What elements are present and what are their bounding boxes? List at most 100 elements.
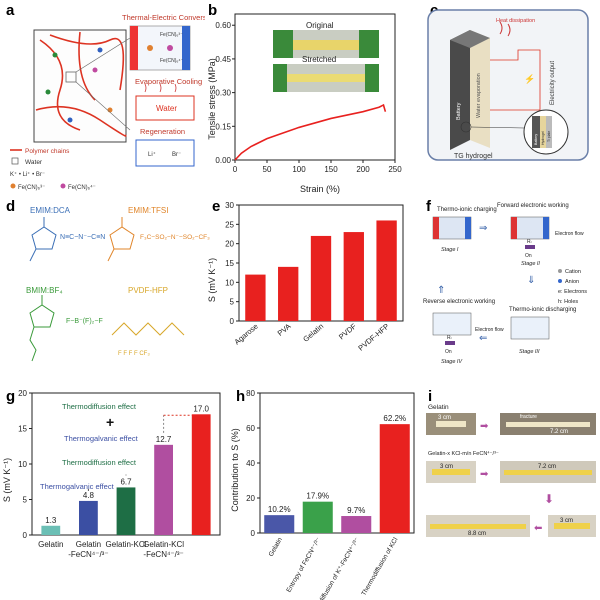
c-tg-label: TG hydrogel [454, 153, 493, 160]
panel-label-h: h [236, 388, 246, 405]
panel-label-f: f [426, 198, 431, 215]
f-arrow-right: ⇒ [479, 223, 487, 234]
g-value-label: 4.8 [83, 491, 95, 500]
fe3-label: Fe(CN)₆³⁻ [160, 32, 183, 38]
f-leg-cation: Cation [565, 269, 581, 275]
d-pvdf: PVDF-HFP [128, 286, 168, 295]
f-stage1: Stage I [441, 247, 459, 253]
c-heat-label: Heat dissipation [496, 18, 535, 24]
evaporative-title: Evaporative Cooling [135, 77, 202, 86]
panel-g-chart: 051015201.3Gelatin4.8Gelatin-FeCN⁴⁻/³⁻6.… [2, 389, 221, 559]
i-88cm: 8.8 cm [468, 531, 486, 537]
h-ytick-label: 80 [246, 389, 255, 398]
legend-water: Water [25, 159, 43, 166]
f-on-bottom: On [445, 349, 452, 355]
f-rl-top: Rₗ [527, 239, 532, 245]
i-arrow-1: ➡ [480, 421, 489, 432]
panel-c-diagram: Battery Water evaporation Heat dissipati… [427, 9, 589, 161]
legend-ions: K⁺ • Li⁺ • Br⁻ [10, 171, 45, 178]
i-gelatin-kcl-label: Gelatin-x KCl-m/n FeCN⁴⁻/³⁻ [428, 450, 499, 457]
h-bar [302, 501, 333, 533]
photo-original-label: Original [306, 21, 334, 30]
e-category-label: PVDF-HFP [356, 322, 391, 353]
e-bar [278, 266, 299, 321]
b-ytick-label: 0.00 [215, 156, 231, 165]
g-value-label: 12.7 [156, 435, 172, 444]
f-arrow-left: ⇐ [479, 333, 487, 344]
water-box-label: Water [156, 104, 177, 113]
b-ytick-label: 0.30 [215, 89, 231, 98]
i-72cm-a: 7.2 cm [550, 429, 568, 435]
e-bar [343, 232, 364, 321]
f-stage2: Stage II [521, 261, 540, 267]
b-stress-strain-line [234, 103, 387, 161]
c-zoom-hydrogel: Hydrogel [541, 131, 545, 145]
e-category-label: PVA [276, 322, 293, 338]
f-electron-flow-bottom: Electron flow [475, 327, 504, 333]
e-ytick-label: 10 [225, 278, 234, 287]
b-ytick-label: 0.15 [215, 122, 231, 131]
g-bar [79, 500, 98, 535]
g-ytick-label: 15 [18, 425, 27, 434]
panel-label-i: i [428, 388, 433, 405]
panel-a-diagram: Thermal-Electric Conversion Fe(CN)₆³⁻ Fe… [10, 13, 205, 191]
i-fracture: fracture [520, 414, 537, 420]
h-value-label: 17.9% [306, 492, 329, 501]
f-thermo-charging: Thermo-ionic charging [437, 207, 497, 213]
d-emim-dca: EMIM:DCA [30, 206, 71, 215]
regeneration-title: Regeneration [140, 127, 185, 136]
g-ytick-label: 0 [23, 531, 28, 540]
e-category-label: Agarose [232, 322, 259, 347]
i-arrow-4: ⬅ [534, 523, 542, 534]
e-ytick-label: 20 [225, 240, 234, 249]
e-ytick-label: 30 [225, 201, 234, 210]
c-zoom-battery: Battery [534, 134, 538, 145]
i-3cm-b: 3 cm [440, 464, 453, 470]
b-ylabel: Tensile stress (MPa) [207, 58, 217, 140]
f-thermo-discharging: Thermo-ionic discharging [509, 307, 576, 313]
i-arrow-3: ⬇ [544, 492, 554, 506]
h-ytick-label: 40 [246, 459, 255, 468]
i-72cm-b: 7.2 cm [538, 464, 556, 470]
g-category-label: Gelatin [76, 540, 101, 549]
b-ytick-label: 0.45 [215, 55, 231, 64]
h-category-label: Thermodiffusion of KCl [360, 536, 399, 597]
g-bar [191, 414, 211, 535]
h-ytick-label: 20 [246, 494, 255, 503]
b-ytick-label: 0.60 [215, 21, 231, 30]
h-value-label: 10.2% [268, 505, 291, 514]
f-arrow-down: ⇓ [527, 275, 535, 286]
i-gelatin-label: Gelatin [428, 404, 449, 411]
b-xtick-label: 150 [324, 165, 338, 174]
g-value-label: 6.7 [120, 477, 132, 486]
photo-stretched-label: Stretched [302, 55, 336, 64]
g-category-label: -FeCN⁴⁻/³⁻ [143, 550, 183, 559]
f-leg-holes: h: Holes [558, 299, 578, 305]
g-ytick-label: 20 [18, 389, 27, 398]
g-ann-thermodiffusion-mid: Thermodiffusion effect [62, 458, 137, 467]
legend-fe3: Fe(CN)₆³⁻ [18, 185, 45, 191]
b-plot-frame [234, 13, 396, 161]
g-ann-thermogalvanic-top: Thermogalvanic effect [64, 434, 139, 443]
panel-f-diagram: Thermo-ionic charging Stage I Forward el… [423, 203, 587, 365]
f-arrow-up: ⇑ [437, 285, 445, 296]
f-electron-flow-top: Electron flow [555, 231, 584, 237]
legend-polymer: Polymer chains [25, 148, 70, 155]
panel-b-chart: Original Stretched 0 50 100 150 200 250 0.00 0.… [207, 13, 402, 194]
h-value-label: 62.2% [383, 414, 406, 423]
e-ytick-label: 25 [225, 220, 234, 229]
li-label: Li⁺ [148, 151, 156, 158]
b-xtick-label: 250 [388, 165, 402, 174]
panel-e-chart: 0 5 10 15 20 25 30 Agarose PVA Gelatin PVDFPVDF-HF… [207, 201, 404, 353]
br-label: Br⁻ [172, 152, 181, 158]
e-ytick-label: 0 [230, 317, 235, 326]
f-stage4: Stage IV [441, 359, 463, 365]
panel-label-e: e [212, 198, 221, 215]
thermal-electric-title: Thermal-Electric Conversion [122, 13, 205, 22]
panel-d-structures: EMIM:DCA N≡C−N⁻−C≡N EMIM:TFSI F₃C−SO₂−N⁻… [26, 206, 210, 362]
b-xtick-label: 100 [292, 165, 306, 174]
g-category-label: -FeCN⁴⁻/³⁻ [68, 550, 108, 559]
h-ytick-label: 0 [251, 529, 256, 538]
f-on-top: On [525, 253, 532, 259]
f-rl-bottom: Rₗ [447, 335, 452, 341]
